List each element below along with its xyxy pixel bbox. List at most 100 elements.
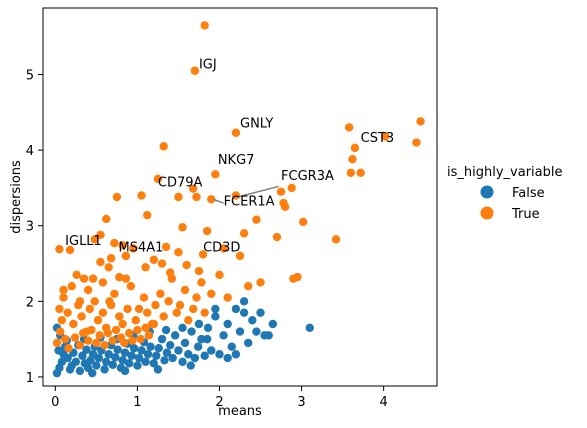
- y-tick-label: 1: [26, 371, 34, 386]
- data-point-true-84: [139, 293, 149, 302]
- data-point-false-91: [178, 323, 187, 332]
- data-point-true-42: [129, 244, 138, 253]
- data-point-true-32: [178, 223, 187, 232]
- gene-label-igll1: IGLL1: [65, 234, 102, 249]
- data-point-true-132: [75, 297, 85, 306]
- gene-label-cd79a: CD79A: [158, 176, 203, 191]
- data-point-false-35: [127, 351, 136, 360]
- data-point-true-117: [120, 338, 129, 348]
- data-point-false-49: [162, 348, 172, 357]
- data-point-false-32: [120, 348, 130, 357]
- data-point-true-16: [137, 191, 146, 200]
- data-point-true-93: [175, 300, 185, 310]
- data-point-true-48: [194, 266, 204, 276]
- data-point-true-119: [128, 336, 137, 345]
- data-point-false-90: [161, 325, 171, 335]
- data-point-true-17: [174, 192, 183, 202]
- data-point-true-47: [182, 260, 191, 270]
- data-point-false-53: [174, 346, 183, 355]
- data-point-true-83: [134, 304, 144, 314]
- data-point-true-35: [55, 244, 64, 254]
- data-point-false-34: [124, 359, 134, 368]
- data-point-true-98: [197, 278, 206, 287]
- data-point-false-60: [197, 334, 206, 344]
- data-point-true-36: [65, 245, 75, 255]
- data-point-false-41: [141, 357, 150, 367]
- data-point-true-104: [64, 344, 73, 353]
- leader-line-fcer1a: [212, 198, 224, 204]
- data-point-false-70: [235, 327, 245, 336]
- data-point-false-71: [239, 297, 249, 306]
- data-point-false-82: [202, 334, 212, 344]
- data-point-false-57: [187, 327, 196, 336]
- data-point-false-73: [248, 316, 257, 325]
- data-point-true-46: [174, 247, 183, 257]
- data-point-false-96: [153, 365, 163, 374]
- data-point-false-66: [219, 331, 228, 340]
- data-point-false-64: [211, 312, 220, 321]
- gene-label-cst3: CST3: [361, 131, 395, 146]
- y-axis-ticks: 1 2 3 4 5: [26, 69, 43, 386]
- data-point-false-72: [244, 338, 253, 348]
- data-point-false-61: [200, 351, 209, 360]
- data-point-true-53: [244, 282, 253, 291]
- data-point-true-80: [123, 304, 132, 314]
- gene-label-igj: IGJ: [199, 58, 217, 73]
- data-point-false-80: [305, 323, 314, 332]
- data-point-false-75: [256, 308, 265, 317]
- data-point-true-72: [90, 297, 99, 306]
- data-point-false-97: [186, 361, 195, 370]
- data-point-true-51: [219, 244, 228, 253]
- data-point-true-15: [112, 192, 122, 202]
- data-point-false-37: [133, 361, 142, 370]
- gene-label-cd3d: CD3D: [203, 241, 240, 256]
- data-point-false-45: [152, 351, 161, 360]
- data-point-false-56: [184, 350, 193, 359]
- y-tick-label: 2: [26, 295, 34, 310]
- data-point-false-50: [166, 340, 175, 350]
- data-point-true-49: [198, 250, 208, 259]
- data-point-false-31: [118, 356, 127, 365]
- data-point-true-133: [105, 297, 114, 306]
- data-point-false-79: [239, 308, 249, 317]
- data-point-true-87: [151, 300, 160, 310]
- data-point-true-3: [416, 117, 425, 126]
- data-point-false-6: [63, 353, 72, 363]
- data-point-true-73: [93, 316, 103, 325]
- data-point-true-64: [55, 304, 64, 314]
- data-point-true-65: [57, 316, 67, 325]
- data-point-true-71: [85, 304, 94, 314]
- data-point-true-33: [202, 226, 212, 236]
- data-point-true-69: [77, 312, 86, 321]
- data-point-true-107: [79, 328, 88, 338]
- data-point-false-27: [108, 360, 117, 370]
- gene-label-gnly: GNLY: [240, 117, 273, 132]
- data-point-false-92: [194, 319, 204, 329]
- x-axis-ticks: 0 1 2 3 4: [51, 386, 388, 410]
- data-point-true-127: [98, 278, 108, 287]
- data-point-true-81: [126, 282, 136, 291]
- data-point-true-7: [412, 138, 421, 147]
- data-point-false-12: [75, 366, 85, 376]
- data-point-true-105: [70, 333, 80, 342]
- data-point-true-38: [110, 238, 119, 248]
- data-point-true-115: [111, 325, 121, 335]
- data-point-true-82: [131, 316, 140, 325]
- data-point-true-130: [166, 268, 175, 277]
- data-point-true-41: [106, 254, 116, 263]
- data-point-true-28: [272, 232, 282, 242]
- data-point-false-95: [120, 366, 130, 376]
- data-point-true-29: [239, 229, 249, 238]
- data-point-false-28: [111, 353, 120, 362]
- data-point-true-78: [115, 312, 124, 321]
- data-point-false-69: [231, 304, 241, 314]
- data-point-true-79: [118, 319, 127, 329]
- data-point-true-131: [59, 285, 68, 295]
- data-point-true-8: [348, 155, 357, 164]
- data-point-true-123: [144, 331, 154, 340]
- data-point-true-63: [59, 293, 68, 302]
- data-point-true-120: [133, 325, 142, 335]
- data-point-false-15: [82, 345, 91, 354]
- data-point-true-2: [231, 128, 241, 137]
